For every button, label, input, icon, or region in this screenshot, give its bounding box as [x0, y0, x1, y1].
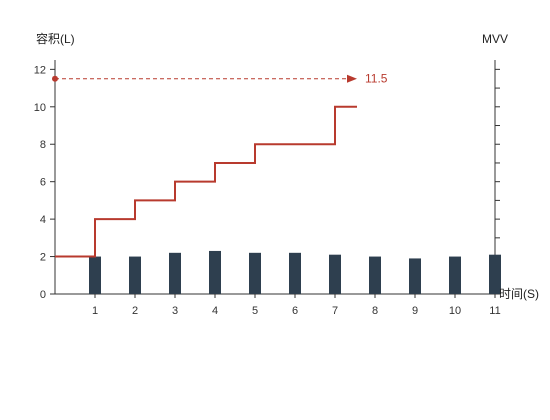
axes — [54, 60, 496, 295]
bar — [409, 258, 421, 294]
y-left-tick-label: 10 — [34, 102, 46, 114]
y-left-tick-label: 4 — [40, 214, 46, 226]
y-right-axis-label: MVV — [482, 32, 508, 46]
x-tick-label: 2 — [132, 305, 138, 317]
x-tick-label: 8 — [372, 305, 378, 317]
bar — [209, 250, 221, 294]
x-axis-label: 时间(S) — [499, 287, 539, 301]
bar — [249, 252, 261, 294]
bar — [289, 252, 301, 294]
x-tick-label: 5 — [252, 305, 258, 317]
y-left-tick-label: 0 — [40, 289, 46, 301]
bar — [489, 254, 501, 294]
y-left-tick-label: 6 — [40, 177, 46, 189]
y-left-tick-label: 12 — [34, 64, 46, 76]
x-tick-label: 9 — [412, 305, 418, 317]
reference-line-label: 11.5 — [365, 72, 388, 86]
reference-line-start-dot — [52, 75, 58, 82]
y-left-tick-label: 8 — [40, 139, 46, 151]
bar — [329, 254, 341, 294]
x-tick-label: 10 — [449, 305, 461, 317]
bar — [369, 256, 381, 294]
reference-line-arrowhead — [347, 74, 357, 83]
bar — [169, 252, 181, 294]
x-tick-label: 6 — [292, 305, 298, 317]
y-left-axis-label: 容积(L) — [36, 31, 75, 46]
step-line — [55, 105, 357, 258]
x-ticks: 1 2 3 4 5 6 7 8 9 10 11 — [92, 294, 501, 317]
bar — [89, 256, 101, 294]
x-tick-label: 7 — [332, 305, 338, 317]
x-tick-label: 3 — [172, 305, 178, 317]
x-tick-label: 1 — [92, 305, 98, 317]
reference-line-group: 11.5 — [52, 72, 388, 86]
bar — [449, 256, 461, 294]
x-tick-label: 11 — [489, 305, 500, 317]
x-tick-label: 4 — [212, 305, 218, 317]
bar — [129, 256, 141, 294]
y-left-ticks: 0 2 4 6 8 10 12 — [34, 64, 55, 301]
y-left-tick-label: 2 — [40, 252, 46, 264]
bar-series — [89, 250, 501, 294]
